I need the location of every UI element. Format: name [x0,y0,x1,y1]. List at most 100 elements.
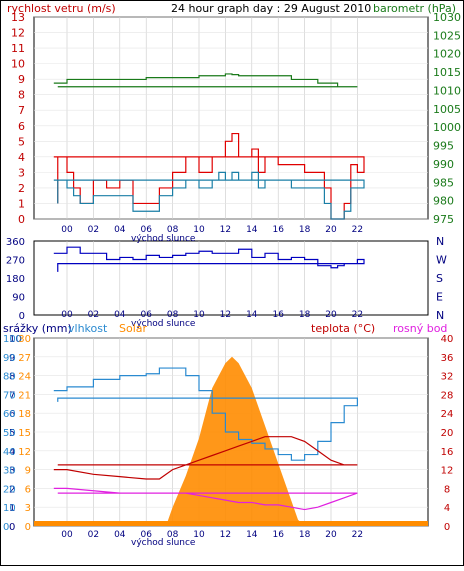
precip-tick-label: 7 [9,390,15,401]
y-left-tick-label: 0 [19,311,25,322]
y-right-tick-label: 8 [444,484,450,495]
y-right-tick-label: 4 [444,503,450,514]
y-right-tick-label: N [436,309,444,322]
series-solar-area [166,356,305,526]
x-tick-label: 18 [299,310,311,320]
y-right-tick-label: W [436,254,447,267]
y-right-tick-label: 28 [441,390,454,401]
x-tick-label: 18 [299,225,311,235]
pressure-axis-label: barometr (hPa) [373,2,456,15]
x-tick-label: 12 [220,225,231,235]
y-left-tick-label: 1 [18,197,25,210]
y-right-tick-label: E [436,291,443,304]
precip-tick-label: 2 [9,484,15,495]
x-tick-label: 02 [88,225,99,235]
y-left-tick-label: 3 [18,166,25,179]
y-right-tick-label: 24 [441,409,454,420]
precip-tick-label: 8 [9,372,15,383]
x-tick-label: 12 [220,310,231,320]
legend-temperature: teplota (°C) [311,322,375,335]
wind-pressure-panel: 1312111098765432101030102510201015101010… [11,11,461,235]
y-left-tick-label: 12 [11,27,25,40]
humidity-tick-label: 80 [3,372,16,383]
temperature-humidity-panel: 1098765432101009080706050403020100302724… [3,334,453,540]
plot-frame [33,16,429,220]
y-right-tick-label: 36 [441,353,454,364]
series-vlhkost [53,367,358,461]
humidity-tick-label: 30 [3,466,16,477]
x-tick-label: 10 [193,530,205,540]
x-tick-label: 08 [167,225,179,235]
x-tick-label: 20 [325,530,337,540]
legend-dewpoint: rosný bod [393,322,447,335]
x-tick-label: 20 [325,310,337,320]
solar-tick-label: 0 [25,522,31,533]
y-right-tick-label: 1020 [433,48,461,61]
x-tick-label: 20 [325,225,337,235]
y-left-tick-label: 6 [18,120,25,133]
humidity-tick-label: 20 [3,484,16,495]
precip-tick-label: 5 [9,428,15,439]
y-right-tick-label: 12 [441,466,454,477]
y-right-tick-label: 975 [433,213,454,226]
x-tick-label: 00 [61,310,73,320]
y-right-tick-label: 1000 [433,121,461,134]
y-left-tick-label: 180 [6,274,25,285]
y-left-tick-label: 0 [18,213,25,226]
x-tick-label: 12 [220,530,231,540]
solar-tick-label: 9 [25,466,31,477]
legend-humidity: vlhkost [68,322,108,335]
x-tick-label: 00 [61,530,73,540]
solar-tick-label: 15 [18,428,31,439]
series-pressure [53,73,358,88]
series-wind-avg [53,171,365,220]
x-tick-label: 00 [61,225,73,235]
precip-tick-label: 9 [9,353,15,364]
y-left-tick-label: 8 [18,89,25,102]
x-tick-label: 06 [140,225,152,235]
y-right-tick-label: 20 [441,428,454,439]
x-tick-label: 04 [114,225,126,235]
x-tick-label: 08 [167,530,179,540]
x-tick-label: 22 [352,225,363,235]
humidity-tick-label: 10 [3,503,16,514]
y-left-tick-label: 2 [18,182,25,195]
precip-tick-label: 6 [9,409,15,420]
x-tick-label: 22 [352,530,363,540]
sunrise-label-2: východ slunce [131,319,196,329]
precip-tick-label: 0 [9,522,15,533]
solar-tick-label: 18 [18,409,31,420]
solar-tick-label: 21 [18,390,31,401]
y-right-tick-label: N [436,235,444,248]
precip-tick-label: 10 [9,334,22,345]
x-tick-label: 14 [246,310,258,320]
x-tick-label: 10 [193,310,205,320]
humidity-tick-label: 50 [3,428,16,439]
series-teplota [53,436,358,480]
solar-tick-label: 27 [18,353,31,364]
solar-tick-label: 3 [25,503,31,514]
x-tick-label: 04 [114,310,126,320]
y-right-tick-label: 1030 [433,11,461,24]
humidity-tick-label: 100 [3,334,22,345]
series-wind-direction [53,246,365,272]
chart-title: 24 hour graph day : 29 August 2010 [171,2,371,15]
humidity-tick-label: 0 [3,522,9,533]
humidity-tick-label: 60 [3,409,16,420]
wind-speed-axis-label: rychlost vetru (m/s) [7,2,116,15]
solar-tick-label: 30 [18,334,31,345]
y-right-tick-label: 16 [441,447,454,458]
series-rosný-bod [53,487,358,511]
y-left-tick-label: 11 [11,42,25,55]
x-tick-label: 16 [272,225,284,235]
x-tick-label: 02 [88,530,99,540]
y-right-tick-label: 990 [433,158,454,171]
x-tick-label: 18 [299,530,311,540]
solar-tick-label: 12 [18,447,31,458]
solar-baseline-strip [34,521,428,526]
y-left-tick-label: 5 [18,135,25,148]
precip-tick-label: 3 [9,466,15,477]
humidity-tick-label: 40 [3,447,16,458]
